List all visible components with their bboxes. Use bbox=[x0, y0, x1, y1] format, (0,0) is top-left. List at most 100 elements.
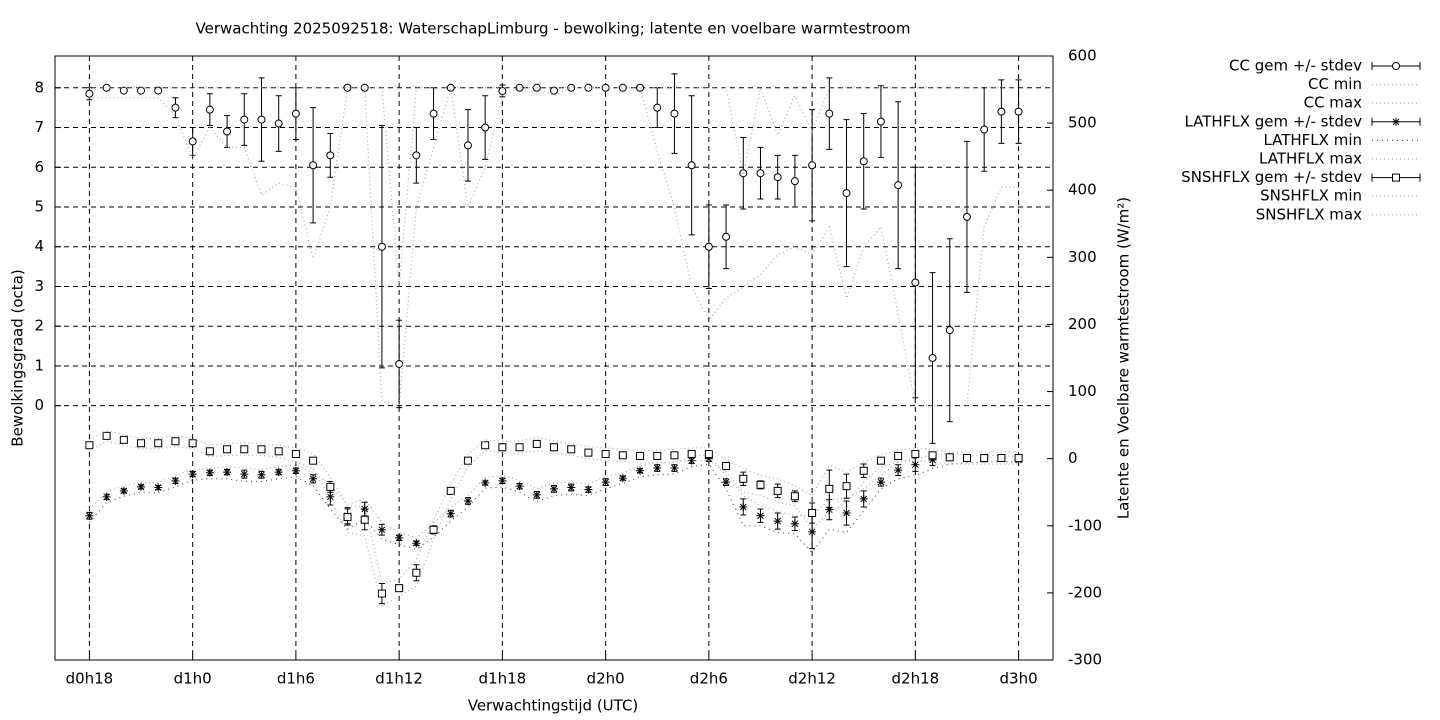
x-tick-label: d2h6 bbox=[690, 670, 728, 688]
data-point bbox=[360, 515, 369, 524]
x-tick-label: d1h12 bbox=[375, 670, 423, 688]
data-point bbox=[722, 478, 731, 487]
data-point bbox=[532, 490, 541, 499]
data-point bbox=[188, 137, 197, 146]
data-point bbox=[722, 462, 731, 471]
data-point bbox=[670, 451, 679, 460]
data-point bbox=[842, 189, 851, 198]
y-tick-label: 1 bbox=[34, 356, 44, 374]
data-point bbox=[360, 83, 369, 92]
data-point bbox=[997, 107, 1006, 116]
data-point bbox=[223, 127, 232, 136]
data-point bbox=[85, 89, 94, 98]
data-point bbox=[756, 480, 765, 489]
y2-axis-label: Latente en Voelbare warmtestroom (W/m²) bbox=[1115, 197, 1133, 519]
data-point bbox=[309, 456, 318, 465]
legend-marker bbox=[1392, 173, 1400, 182]
data-point bbox=[842, 509, 851, 518]
legend-label: LATHFLX min bbox=[1263, 131, 1362, 149]
data-point bbox=[894, 466, 903, 475]
data-point bbox=[618, 83, 627, 92]
data-point bbox=[515, 443, 524, 452]
data-point bbox=[343, 83, 352, 92]
data-point bbox=[446, 486, 455, 495]
data-point bbox=[412, 539, 421, 548]
y-axis-label: Bewolkingsgraad (octa) bbox=[9, 269, 27, 446]
y-tick-label: 8 bbox=[34, 78, 44, 96]
data-point bbox=[756, 169, 765, 178]
data-point bbox=[240, 445, 249, 454]
data-point bbox=[653, 103, 662, 112]
data-point bbox=[722, 232, 731, 241]
data-point bbox=[171, 476, 180, 485]
data-point bbox=[102, 431, 111, 440]
data-point bbox=[1014, 107, 1023, 116]
data-point bbox=[85, 441, 94, 450]
data-point bbox=[137, 482, 146, 491]
envelope-line bbox=[89, 87, 1019, 407]
plot-frame bbox=[54, 55, 1054, 661]
data-point bbox=[911, 449, 920, 458]
y2-tick-label: 100 bbox=[1068, 382, 1097, 400]
data-point bbox=[171, 103, 180, 112]
data-point bbox=[291, 449, 300, 458]
envelope-line bbox=[89, 440, 1019, 608]
data-point bbox=[274, 447, 283, 456]
data-point bbox=[326, 492, 335, 501]
legend-label: LATHFLX max bbox=[1259, 150, 1362, 168]
data-point bbox=[205, 447, 214, 456]
y2-tick-label: -300 bbox=[1068, 651, 1102, 669]
x-axis-label: Verwachtingstijd (UTC) bbox=[468, 697, 639, 715]
data-point bbox=[704, 449, 713, 458]
data-point bbox=[291, 466, 300, 475]
data-point bbox=[584, 485, 593, 494]
data-point bbox=[928, 451, 937, 460]
data-point bbox=[326, 151, 335, 160]
data-point bbox=[962, 212, 971, 221]
chart-title: Verwachting 2025092518: WaterschapLimbur… bbox=[196, 20, 911, 38]
data-point bbox=[894, 451, 903, 460]
envelope-line bbox=[89, 429, 1019, 584]
data-point bbox=[584, 83, 593, 92]
data-point bbox=[154, 86, 163, 95]
data-point bbox=[739, 474, 748, 483]
data-point bbox=[412, 568, 421, 577]
data-point bbox=[395, 584, 404, 593]
data-point bbox=[550, 86, 558, 95]
data-point bbox=[205, 105, 214, 114]
data-point bbox=[945, 453, 954, 462]
data-point bbox=[429, 525, 438, 534]
data-point bbox=[859, 157, 868, 166]
data-point bbox=[119, 86, 128, 95]
data-point bbox=[137, 439, 146, 448]
data-point bbox=[859, 494, 868, 503]
data-point bbox=[463, 456, 472, 465]
data-point bbox=[653, 451, 662, 460]
data-point bbox=[894, 181, 903, 190]
data-point bbox=[842, 482, 851, 491]
data-point bbox=[412, 151, 421, 160]
data-point bbox=[790, 519, 799, 528]
data-point bbox=[911, 460, 920, 469]
data-point bbox=[618, 474, 627, 483]
data-point bbox=[911, 278, 920, 287]
y-tick-label: 6 bbox=[34, 158, 44, 176]
data-point bbox=[498, 443, 507, 452]
data-point bbox=[498, 476, 507, 485]
data-point bbox=[326, 482, 335, 491]
data-point bbox=[567, 445, 576, 454]
y2-tick-label: 200 bbox=[1068, 315, 1097, 333]
data-point bbox=[670, 109, 679, 118]
y-tick-label: 0 bbox=[34, 396, 44, 414]
data-point bbox=[446, 83, 455, 92]
data-point bbox=[980, 453, 989, 462]
data-point bbox=[446, 509, 455, 518]
y2-tick-label: -100 bbox=[1068, 516, 1102, 534]
data-point bbox=[102, 492, 111, 501]
legend-label: SNSHFLX gem +/- stdev bbox=[1181, 168, 1362, 186]
data-point bbox=[567, 83, 576, 92]
data-point bbox=[257, 470, 266, 479]
data-point bbox=[859, 466, 868, 475]
data-point bbox=[687, 161, 696, 170]
